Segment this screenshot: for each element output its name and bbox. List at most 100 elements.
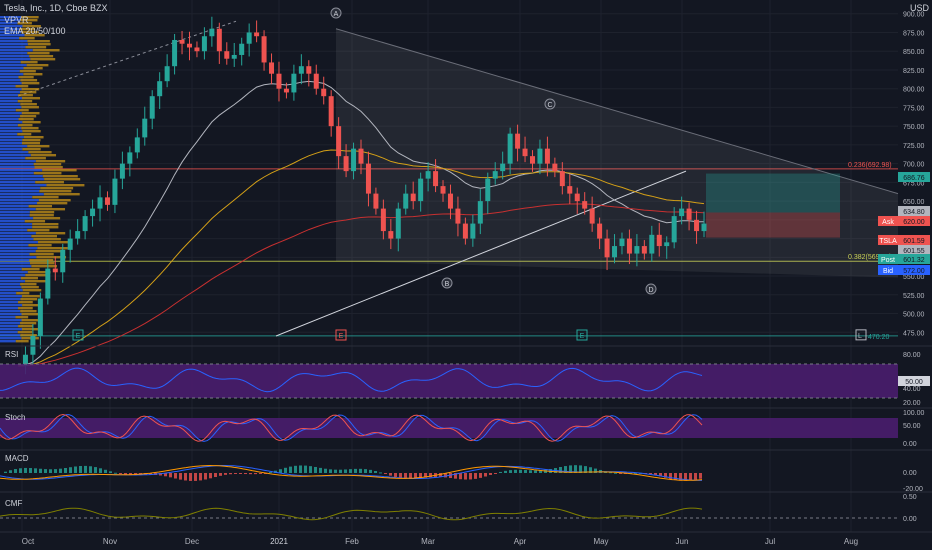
vp-bar-up [0, 46, 26, 49]
candle-body [82, 216, 88, 232]
vp-bar-up [0, 118, 19, 121]
macd-histogram-bar [234, 473, 237, 474]
vp-bar-up [0, 103, 21, 106]
vp-bar-down [33, 163, 62, 166]
macd-histogram-bar [319, 467, 322, 473]
macd-histogram-bar [564, 466, 567, 473]
candle-body [239, 43, 245, 55]
indicator-ema-label[interactable]: EMA 20/50/100 [4, 26, 66, 36]
vp-bar-down [35, 160, 66, 163]
triangle-pattern [336, 28, 898, 278]
candle-body [373, 193, 379, 209]
macd-histogram-bar [684, 473, 687, 481]
vp-bar-down [27, 52, 50, 55]
candle-body [671, 216, 677, 243]
price-tick-label: 750.00 [903, 124, 925, 131]
vp-bar-up [0, 64, 27, 67]
vp-bar-up [0, 256, 37, 259]
vp-bar-up [0, 214, 30, 217]
vp-bar-down [21, 286, 39, 289]
vp-bar-up [0, 106, 22, 109]
vp-bar-down [42, 169, 77, 172]
macd-histogram-bar [194, 473, 197, 481]
vp-bar-up [0, 145, 28, 148]
triangle-upper-line [335, 28, 899, 195]
pattern-point-a: A [334, 11, 339, 18]
macd-tick-label: 0.00 [903, 470, 917, 477]
vp-bar-down [18, 325, 33, 328]
rsi-tick-label: 80.00 [903, 352, 921, 359]
candle-body [403, 193, 409, 209]
vp-bar-up [0, 193, 44, 196]
vp-bar-down [21, 31, 39, 34]
vp-bar-up [0, 112, 22, 115]
vp-bar-up [0, 109, 16, 112]
macd-histogram-bar [254, 473, 257, 475]
macd-histogram-bar [124, 473, 127, 475]
price-tag-bg [898, 265, 930, 275]
macd-histogram-bar [619, 473, 622, 474]
macd-histogram-bar [354, 468, 357, 473]
vp-bar-up [0, 85, 16, 88]
macd-histogram-bar [614, 472, 617, 474]
macd-histogram-bar [279, 469, 282, 473]
vp-bar-down [21, 328, 40, 331]
vp-bar-down [29, 211, 55, 214]
indicator-vpvr-label[interactable]: VPVR [4, 15, 29, 25]
candle-body [37, 298, 43, 337]
vp-bar-down [25, 46, 47, 49]
vp-bar-down [33, 217, 61, 220]
vp-bar-up [0, 97, 23, 100]
macd-histogram-bar [19, 468, 22, 473]
candle-body [104, 197, 110, 205]
vp-bar-down [42, 175, 78, 178]
price-tick-label: 900.00 [903, 12, 925, 19]
macd-signal-line [0, 464, 703, 481]
candle-body [522, 148, 528, 157]
macd-histogram-bar [589, 467, 592, 473]
vp-bar-down [23, 67, 43, 70]
candle-body [410, 193, 416, 202]
candle-body [157, 81, 163, 97]
vp-bar-up [0, 331, 18, 334]
vp-bar-down [36, 256, 67, 259]
candle-body [395, 208, 401, 239]
vp-bar-up [0, 247, 38, 250]
candle-body [343, 156, 349, 172]
stoch-label: Stoch [5, 413, 25, 422]
macd-histogram-bar [559, 466, 562, 473]
macd-histogram-bar [374, 470, 377, 473]
macd-histogram-bar [424, 473, 427, 478]
vp-bar-up [0, 241, 38, 244]
macd-histogram-bar [244, 473, 247, 475]
candle-body [388, 231, 394, 239]
macd-histogram-bar [34, 468, 37, 473]
vp-bar-down [15, 316, 29, 319]
macd-histogram-bar [529, 470, 532, 473]
candle-body [455, 208, 461, 224]
vp-bar-up [0, 289, 23, 292]
vp-bar-up [0, 151, 29, 154]
vp-bar-down [18, 118, 34, 121]
macd-histogram-bar [334, 469, 337, 473]
candle-body [470, 223, 476, 239]
macd-histogram-bar [384, 473, 387, 475]
price-tag-label: 634.80 [903, 209, 925, 216]
candle-body [306, 66, 312, 74]
vp-bar-up [0, 277, 21, 280]
vp-bar-down [23, 73, 43, 76]
vp-bar-up [0, 205, 29, 208]
vp-bar-down [18, 94, 33, 97]
macd-histogram-bar [344, 469, 347, 473]
candle-body [664, 242, 670, 247]
macd-histogram-bar [379, 472, 382, 474]
side-tag-bg [878, 265, 898, 275]
candle-body [597, 223, 603, 239]
macd-histogram-bar [479, 473, 482, 478]
candle-body [365, 163, 371, 194]
candle-body [298, 66, 304, 74]
rsi-tick-label: 20.00 [903, 400, 921, 407]
candle-body [418, 178, 424, 202]
vp-bar-up [0, 322, 20, 325]
